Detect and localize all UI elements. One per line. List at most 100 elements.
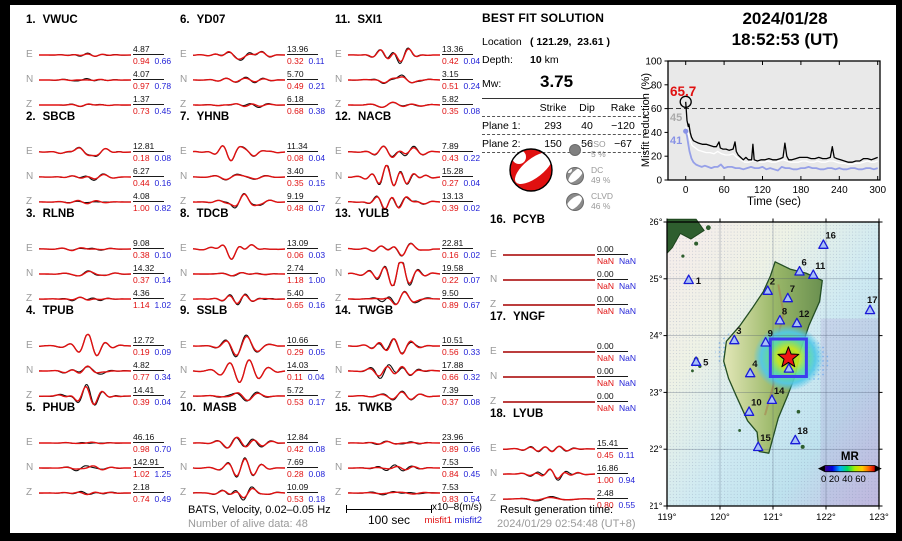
- misfit1-value: 0.35: [287, 177, 304, 188]
- station-number: 16.: [490, 214, 506, 226]
- misfit2-value: 0.04: [463, 55, 481, 66]
- misfit-reduction-chart: 0 20 40 60 80 100 0 60 120 180 240 300 65.7 45 41 Misfi…: [640, 57, 886, 209]
- misfit-values: 0.37 0.14: [133, 275, 177, 285]
- misfit2-value: 0.70: [154, 443, 172, 454]
- misfit-values: 0.29 0.05: [287, 347, 331, 357]
- amplitude-value: 10.09: [287, 482, 318, 493]
- misfit1-value: 1.00: [133, 202, 150, 213]
- station-header: 17. YNGF: [490, 311, 642, 327]
- depth-unit: km: [544, 54, 559, 66]
- trace-values: 4.08 1.00 0.82: [133, 191, 177, 213]
- component-row: E 10.66 0.29 0.05: [180, 333, 332, 358]
- location-label: Location: [482, 36, 522, 48]
- plane-table-header: Strike Dip Rake: [482, 98, 646, 117]
- component-row: E 4.87 0.94 0.66: [26, 42, 178, 67]
- waveform-plot: [503, 253, 595, 256]
- clvd-icon: [566, 192, 584, 211]
- misfit-values: 0.65 0.16: [287, 300, 331, 310]
- component-label: N: [26, 74, 34, 85]
- station-block: 2. SBCB E 12.81 0.18 0.08 N 6.27 0.44 0.16 Z 4.08 1.…: [26, 111, 178, 214]
- blue-value-annotation: 41: [670, 135, 682, 147]
- misfit-values: 0.89 0.67: [442, 300, 486, 310]
- mr-colorbar: MR 0 20 40 60: [817, 451, 882, 485]
- component-label: N: [180, 462, 188, 473]
- station-header: 13. YULB: [335, 208, 487, 224]
- trace-values: 17.88 0.66 0.32: [442, 360, 486, 382]
- misfit1-value: 1.14: [133, 299, 150, 310]
- amplitude-value: 7.69: [287, 457, 318, 468]
- station-number: 9.: [180, 305, 190, 317]
- misfit-values: 0.98 0.70: [133, 444, 177, 454]
- station-marker: 3: [729, 326, 742, 345]
- station-marker-label: 11: [815, 261, 826, 272]
- component-row: E 11.34 0.08 0.04: [180, 139, 332, 164]
- misfit2-value: 0.82: [154, 202, 172, 213]
- component-row: N 7.53 0.84 0.45: [335, 455, 487, 480]
- misfit2-value: 0.14: [154, 274, 172, 285]
- waveform-plot: [39, 102, 132, 107]
- misfit1-value: 0.32: [287, 55, 304, 66]
- station-marker: 11: [808, 261, 826, 280]
- component-label: N: [180, 74, 188, 85]
- misfit2-value: 0.18: [308, 493, 326, 504]
- trace-values: 46.16 0.98 0.70: [133, 432, 177, 454]
- trace-values: 7.53 0.83 0.54: [442, 482, 486, 504]
- station-block: 1. VWUC E 4.87 0.94 0.66 N 4.07 0.97 0.78 Z 1.37 0.7…: [26, 14, 178, 117]
- amplitude-value: 12.72: [133, 335, 164, 346]
- station-header: 2. SBCB: [26, 111, 178, 127]
- trace-values: 4.07 0.97 0.78: [133, 69, 177, 91]
- iso-row: ISO 5 %: [564, 139, 613, 160]
- misfit1-value: 0.39: [442, 202, 459, 213]
- misfit-values: 1.00 0.82: [133, 203, 177, 213]
- trace-values: 14.41 0.39 0.04: [133, 385, 177, 407]
- component-label: E: [180, 49, 187, 60]
- misfit2-value: 0.45: [463, 468, 481, 479]
- waveform-plot: [39, 246, 132, 251]
- misfit-values: 0.16 0.02: [442, 250, 486, 260]
- component-row: E 46.16 0.98 0.70: [26, 430, 178, 455]
- misfit2-value: 0.09: [154, 346, 172, 357]
- misfit2-value: 0.08: [308, 468, 326, 479]
- station-number: 13.: [335, 208, 351, 220]
- component-label: E: [335, 437, 342, 448]
- amplitude-value: 4.08: [133, 191, 164, 202]
- station-number: 5.: [26, 402, 36, 414]
- component-label: N: [490, 468, 498, 479]
- misfit-values: 0.45 0.11: [597, 450, 641, 460]
- strike-header: Strike: [539, 101, 567, 114]
- plane1-row: Plane 1: 293 40 −120: [482, 117, 646, 135]
- component-label: Z: [180, 390, 187, 401]
- waveform-plot: [503, 303, 595, 306]
- component-row: Z 9.19 0.48 0.07: [180, 189, 332, 214]
- misfit1-value: 0.28: [287, 468, 304, 479]
- component-label: Z: [26, 390, 33, 401]
- waveform-plot: [347, 242, 441, 256]
- time-scale-bar: 100 sec: [346, 505, 433, 527]
- waveform-plot: [503, 350, 595, 353]
- trace-values: 0.00 NaN NaN: [597, 244, 641, 266]
- component-label: Z: [180, 293, 187, 304]
- misfit1-value: 0.37: [442, 396, 459, 407]
- component-row: Z 5.82 0.35 0.08: [335, 92, 487, 117]
- trace-values: 5.82 0.35 0.08: [442, 94, 486, 116]
- component-row: Z 0.00 NaN NaN: [490, 292, 642, 317]
- component-label: E: [335, 243, 342, 254]
- misfit2-value: 0.03: [308, 249, 326, 260]
- amplitude-value: 2.48: [597, 488, 628, 499]
- waveform-plot: [38, 333, 132, 356]
- misfit2-value: 0.16: [154, 177, 172, 188]
- component-label: N: [180, 268, 188, 279]
- amplitude-value: 13.36: [442, 44, 473, 55]
- station-marker: 5: [690, 356, 709, 369]
- trace-values: 22.81 0.16 0.02: [442, 238, 486, 260]
- misfit2-value: 0.24: [463, 80, 481, 91]
- waveform-plot: [192, 243, 286, 260]
- amplitude-value: 4.07: [133, 69, 164, 80]
- misfit2-value: 0.04: [154, 396, 172, 407]
- waveform-plot: [38, 464, 131, 471]
- station-marker-label: 16: [825, 231, 836, 242]
- trace-values: 5.72 0.53 0.17: [287, 385, 331, 407]
- misfit-values: 0.56 0.33: [442, 347, 486, 357]
- misfit1-value: 0.22: [442, 274, 459, 285]
- station-marker-label: 2: [770, 277, 775, 288]
